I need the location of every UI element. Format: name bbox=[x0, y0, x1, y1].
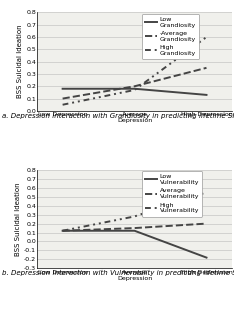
Legend: Low
Grandiosity, -Average
Grandiosity, High
Grandiosity: Low Grandiosity, -Average Grandiosity, H… bbox=[142, 14, 199, 59]
Text: b. Depression interaction with Vulnerability in predicting lifetime SI severity.: b. Depression interaction with Vulnerabi… bbox=[2, 270, 234, 276]
Y-axis label: BSS Suicidal Ideation: BSS Suicidal Ideation bbox=[15, 182, 21, 256]
Text: a. Depression interaction with Grandiosity in predicting lifetime SI severity.: a. Depression interaction with Grandiosi… bbox=[2, 112, 234, 119]
Legend: Low
Vulnerability, Average
Vulnerability, High
Vulnerability: Low Vulnerability, Average Vulnerability… bbox=[142, 171, 202, 217]
Y-axis label: BSS Suicidal Ideation: BSS Suicidal Ideation bbox=[17, 25, 23, 99]
